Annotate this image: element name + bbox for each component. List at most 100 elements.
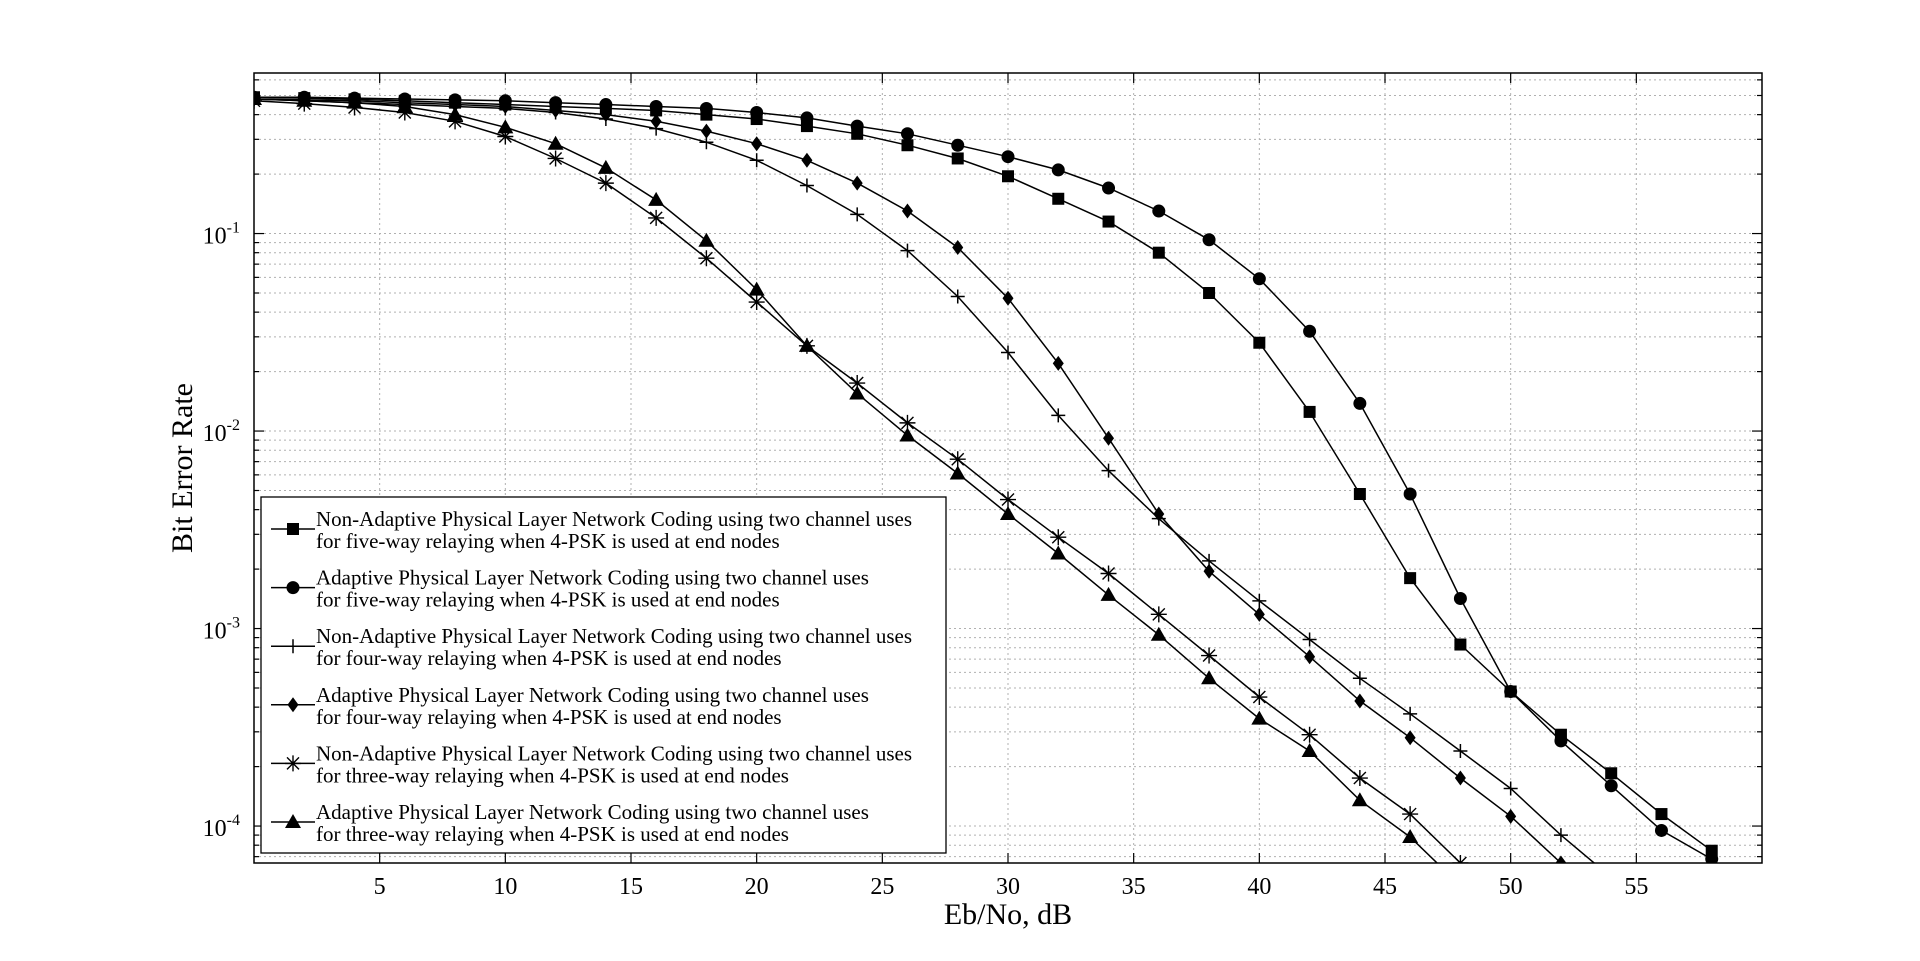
legend-label: Non-Adaptive Physical Layer Network Codi… bbox=[316, 741, 912, 765]
x-tick-label: 30 bbox=[996, 874, 1020, 900]
x-tick-label: 10 bbox=[493, 874, 517, 900]
data-point-diamond bbox=[700, 123, 712, 139]
legend-label: Adaptive Physical Layer Network Coding u… bbox=[316, 800, 869, 824]
data-point-triangle bbox=[346, 94, 363, 109]
legend-entry: Adaptive Physical Layer Network Coding u… bbox=[271, 566, 869, 612]
data-point-asterisk bbox=[396, 104, 413, 121]
data-point-diamond bbox=[1253, 606, 1265, 622]
y-tick-label: 10-1 bbox=[203, 220, 240, 250]
data-point-circle bbox=[1453, 591, 1467, 605]
legend-label: Non-Adaptive Physical Layer Network Codi… bbox=[316, 624, 912, 648]
legend-box bbox=[260, 496, 947, 854]
data-point-asterisk bbox=[899, 414, 916, 431]
legend-marker-diamond bbox=[287, 697, 299, 713]
data-point-square bbox=[1002, 170, 1014, 183]
data-point-diamond bbox=[1555, 855, 1567, 863]
y-axis-title: Bit Error Rate bbox=[166, 383, 199, 553]
data-point-asterisk bbox=[698, 250, 715, 267]
data-point-plus bbox=[1403, 706, 1418, 721]
data-point-square bbox=[1303, 405, 1316, 418]
data-point-triangle bbox=[798, 337, 815, 352]
data-point-plus bbox=[900, 243, 915, 258]
data-point-circle bbox=[549, 96, 563, 110]
series-line-circle bbox=[254, 96, 1713, 860]
data-point-diamond bbox=[851, 175, 863, 191]
data-point-triangle bbox=[1050, 545, 1067, 560]
series-triangle bbox=[254, 91, 1439, 863]
data-point-asterisk bbox=[1201, 647, 1218, 664]
data-point-plus bbox=[1503, 781, 1518, 796]
legend-label: Adaptive Physical Layer Network Coding u… bbox=[316, 683, 869, 707]
data-point-triangle bbox=[899, 427, 916, 442]
legend-marker-circle bbox=[286, 581, 300, 595]
data-point-triangle bbox=[1301, 742, 1318, 757]
legend-label: for four-way relaying when 4-PSK is used… bbox=[316, 646, 782, 670]
series-asterisk bbox=[254, 92, 1469, 863]
data-point-diamond bbox=[1002, 290, 1014, 306]
legend-marker-square bbox=[287, 523, 299, 535]
data-point-diamond bbox=[801, 152, 813, 168]
data-point-triangle bbox=[597, 159, 614, 174]
data-point-square bbox=[951, 152, 964, 165]
data-point-plus bbox=[1302, 632, 1317, 647]
data-point-circle bbox=[1604, 779, 1618, 793]
legend-marker-plus bbox=[286, 639, 300, 654]
data-point-circle bbox=[599, 98, 613, 112]
data-point-triangle bbox=[1000, 506, 1016, 521]
data-point-square bbox=[1102, 215, 1115, 228]
data-point-triangle bbox=[396, 98, 413, 113]
data-point-triangle bbox=[1100, 586, 1117, 601]
data-point-circle bbox=[1654, 823, 1668, 837]
data-point-square bbox=[1253, 336, 1266, 349]
data-point-triangle bbox=[648, 191, 665, 206]
data-point-diamond bbox=[1203, 563, 1215, 579]
x-axis-title: Eb/No, dB bbox=[944, 898, 1072, 931]
data-point-circle bbox=[1001, 150, 1015, 164]
data-point-plus bbox=[1051, 408, 1066, 423]
legend-entry: Non-Adaptive Physical Layer Network Codi… bbox=[271, 741, 912, 787]
data-point-asterisk bbox=[1351, 770, 1368, 787]
x-tick-label: 20 bbox=[745, 874, 769, 900]
legend-entry: Adaptive Physical Layer Network Coding u… bbox=[271, 683, 869, 729]
data-point-plus bbox=[1101, 463, 1116, 478]
data-point-circle bbox=[1705, 852, 1719, 863]
data-point-diamond bbox=[1606, 897, 1617, 912]
data-point-circle bbox=[850, 119, 864, 133]
y-tick-label: 10-4 bbox=[203, 812, 240, 842]
data-point-triangle bbox=[748, 281, 765, 296]
data-point-triangle bbox=[497, 119, 514, 134]
data-point-asterisk bbox=[1251, 689, 1268, 706]
data-point-plus bbox=[1453, 743, 1468, 758]
x-tick-label: 35 bbox=[1122, 874, 1146, 900]
data-point-plus bbox=[799, 178, 814, 193]
data-point-plus bbox=[1352, 671, 1367, 686]
data-point-circle bbox=[1403, 487, 1417, 501]
legend-label: for three-way relaying when 4-PSK is use… bbox=[316, 822, 789, 846]
legend-entry: Non-Adaptive Physical Layer Network Codi… bbox=[271, 624, 912, 670]
data-point-square bbox=[901, 139, 914, 152]
data-point-circle bbox=[1504, 685, 1518, 699]
series-lines bbox=[254, 90, 1719, 912]
data-point-circle bbox=[951, 138, 965, 152]
data-point-circle bbox=[1152, 204, 1166, 218]
data-point-diamond bbox=[550, 102, 562, 118]
x-tick-label: 5 bbox=[374, 874, 386, 900]
data-point-square bbox=[1454, 638, 1467, 651]
data-point-triangle bbox=[1201, 670, 1218, 685]
legend-entry: Adaptive Physical Layer Network Coding u… bbox=[271, 800, 869, 846]
data-point-circle bbox=[900, 127, 914, 141]
data-point-square bbox=[1404, 572, 1417, 585]
legend-label: for three-way relaying when 4-PSK is use… bbox=[316, 763, 789, 787]
data-point-triangle bbox=[1150, 626, 1167, 641]
legend-label: Non-Adaptive Physical Layer Network Codi… bbox=[316, 507, 912, 531]
data-point-triangle bbox=[254, 91, 262, 106]
data-point-circle bbox=[649, 99, 663, 113]
data-point-asterisk bbox=[949, 451, 966, 468]
x-tick-label: 45 bbox=[1373, 874, 1397, 900]
data-point-circle bbox=[1252, 272, 1266, 286]
data-point-diamond bbox=[600, 107, 612, 123]
data-point-diamond bbox=[1304, 649, 1316, 665]
y-tick-label: 10-2 bbox=[203, 417, 240, 447]
series-line-diamond bbox=[254, 98, 1563, 863]
